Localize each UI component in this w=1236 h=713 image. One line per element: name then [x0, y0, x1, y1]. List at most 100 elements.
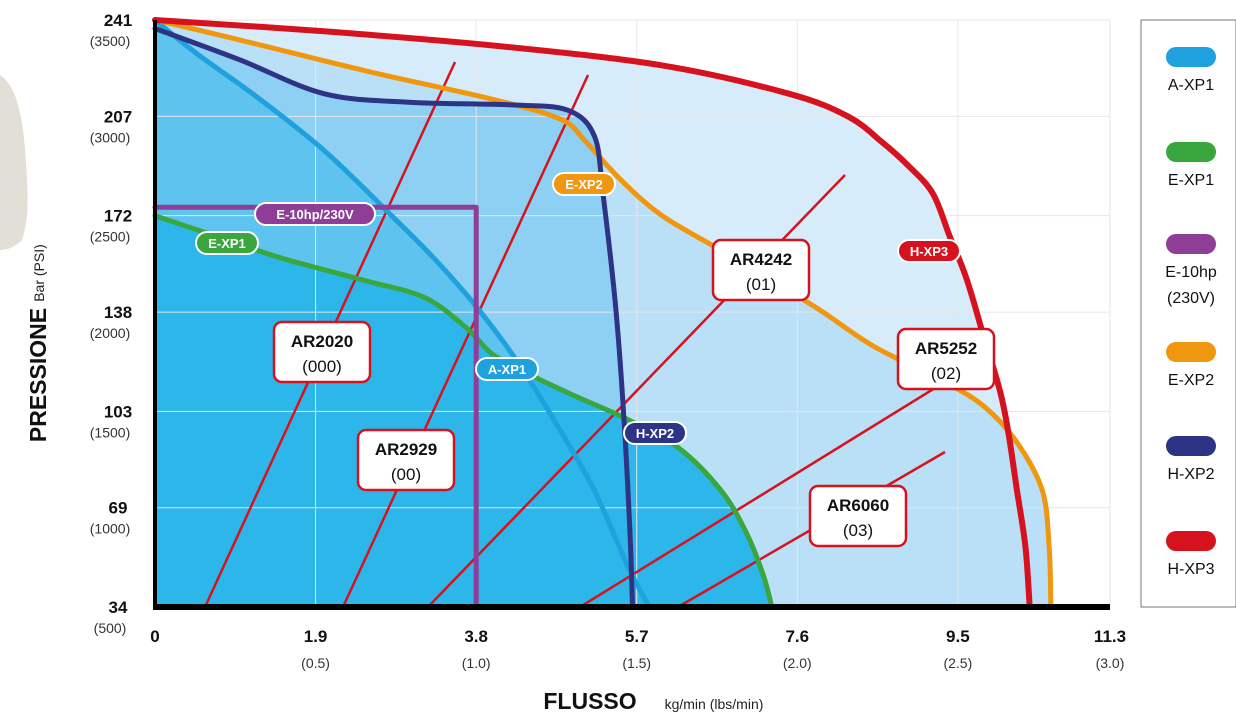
series-badge-bg	[552, 172, 616, 196]
legend-swatch	[1166, 342, 1216, 362]
legend-item-a-xp1: A-XP1	[1166, 47, 1216, 94]
series-line-h-xp3	[152, 17, 1033, 610]
envelope-fills	[155, 20, 1051, 607]
legend-label: H-XP3	[1167, 561, 1214, 578]
y-tick-label: 34	[109, 598, 128, 617]
series-badge-h-xp3: H-XP3	[897, 239, 961, 263]
x-tick-label: 11.3	[1094, 627, 1126, 646]
x-tick-sublabel: (1.5)	[622, 655, 651, 671]
legend-item-h-xp3: H-XP3	[1166, 531, 1216, 578]
series-badge-e-xp1: E-XP1	[195, 231, 259, 255]
nozzle-box-ar2929: AR2929 (00)	[356, 428, 456, 492]
y-tick-sublabel: (1500)	[90, 424, 130, 440]
nozzle-label-boxes: AR2020 (000) AR2929 (00) AR4242 (01) AR5252 (02…	[272, 238, 996, 548]
nozzle-box-frame	[711, 238, 811, 302]
series-badge-bg	[475, 357, 539, 381]
series-badge-label: E-XP1	[208, 236, 246, 251]
legend-items: A-XP1 E-XP1 E-10hp (230V) E-XP2 H-XP2 H-XP3	[1165, 47, 1217, 578]
series-badge-label: E-XP2	[565, 177, 603, 192]
nozzle-box-label: AR2929	[375, 440, 437, 459]
series-badge-bg	[897, 239, 961, 263]
nozzle-box-frame	[272, 320, 372, 384]
nozzle-box-frame	[808, 484, 908, 548]
nozzle-line-ar2929	[341, 74, 590, 608]
legend-label: A-XP1	[1168, 77, 1214, 94]
legend-swatch	[1166, 234, 1216, 254]
x-axis-title: FLUSSO kg/min (lbs/min)	[543, 688, 763, 713]
y-tick-label: 138	[104, 303, 132, 322]
legend-frame	[1140, 19, 1236, 608]
series-badge-a-xp1: A-XP1	[475, 357, 539, 381]
y-tick-sublabel: (500)	[94, 620, 127, 636]
series-badge-bg	[254, 202, 376, 226]
x-axis-title-main: FLUSSO	[543, 688, 636, 713]
nozzle-box-frame	[356, 428, 456, 492]
series-badge-bg	[623, 421, 687, 445]
legend-label: E-XP1	[1168, 172, 1214, 189]
legend-item-e-10hp-230v-: E-10hp (230V)	[1165, 234, 1217, 307]
nozzle-line-ar5252	[579, 378, 949, 609]
series-badge-e-xp2: E-XP2	[552, 172, 616, 196]
legend-label: E-XP2	[1168, 372, 1214, 389]
x-tick-sublabel: (3.0)	[1096, 655, 1125, 671]
x-tick-label: 0	[150, 627, 159, 646]
series-badge-label: H-XP3	[910, 244, 948, 259]
x-tick-label: 9.5	[946, 627, 970, 646]
series-badge-label: H-XP2	[636, 426, 674, 441]
x-tick-sublabel: (0.5)	[301, 655, 330, 671]
legend: A-XP1 E-XP1 E-10hp (230V) E-XP2 H-XP2 H-XP3	[1140, 19, 1236, 608]
nozzle-box-label: AR2020	[291, 332, 353, 351]
nozzle-box-label: AR6060	[827, 496, 889, 515]
legend-item-e-xp1: E-XP1	[1166, 142, 1216, 189]
series-badge-bg	[195, 231, 259, 255]
nozzle-box-ar4242: AR4242 (01)	[711, 238, 811, 302]
y-tick-sublabel: (3000)	[90, 129, 130, 145]
legend-swatch	[1166, 436, 1216, 456]
x-tick-label: 5.7	[625, 627, 649, 646]
nozzle-box-label: AR5252	[915, 339, 977, 358]
nozzle-box-ar6060: AR6060 (03)	[808, 484, 908, 548]
y-tick-sublabel: (2000)	[90, 325, 130, 341]
legend-label: (230V)	[1167, 290, 1215, 307]
legend-label: H-XP2	[1167, 466, 1214, 483]
nozzle-box-code: (000)	[302, 357, 342, 376]
legend-item-e-xp2: E-XP2	[1166, 342, 1216, 389]
x-tick-label: 7.6	[785, 627, 809, 646]
x-tick-label: 1.9	[304, 627, 328, 646]
y-tick-label: 103	[104, 402, 132, 421]
nozzle-box-code: (03)	[843, 521, 873, 540]
y-tick-label: 172	[104, 207, 132, 226]
y-tick-label: 241	[104, 11, 132, 30]
y-tick-label: 69	[109, 499, 128, 518]
x-tick-sublabel: (2.0)	[783, 655, 812, 671]
series-badge-e-10hp-230v-: E-10hp/230V	[254, 202, 376, 226]
x-tick-sublabel: (1.0)	[462, 655, 491, 671]
x-tick-sublabel: (2.5)	[943, 655, 972, 671]
legend-swatch	[1166, 142, 1216, 162]
series-badge-label: E-10hp/230V	[276, 207, 354, 222]
y-tick-label: 207	[104, 107, 132, 126]
legend-label: E-10hp	[1165, 264, 1217, 281]
legend-swatch	[1166, 531, 1216, 551]
nozzle-box-code: (02)	[931, 364, 961, 383]
nozzle-box-frame	[896, 327, 996, 391]
x-axis-title-sub: kg/min (lbs/min)	[665, 696, 764, 712]
y-axis-title-sub: Bar (PSI)	[31, 244, 47, 302]
nozzle-box-code: (00)	[391, 465, 421, 484]
nozzle-box-code: (01)	[746, 275, 776, 294]
series-badges: A-XP1 E-XP1 E-10hp/230V E-XP2 H-XP2 H-XP3	[195, 172, 961, 445]
nozzle-box-ar5252: AR5252 (02)	[896, 327, 996, 391]
decorative-image-fragment	[0, 75, 28, 250]
y-axis-title-main: PRESSIONE	[25, 308, 51, 442]
series-line-e-xp2	[152, 17, 1054, 610]
series-badge-label: A-XP1	[488, 362, 526, 377]
y-tick-labels: 34 (500) 69 (1000) 103 (1500) 138 (2000) 172 (250…	[90, 11, 132, 636]
series-badge-h-xp2: H-XP2	[623, 421, 687, 445]
nozzle-box-ar2020: AR2020 (000)	[272, 320, 372, 384]
series-line-a-xp1	[152, 17, 652, 610]
y-tick-sublabel: (3500)	[90, 33, 130, 49]
nozzle-box-label: AR4242	[730, 250, 792, 269]
x-tick-label: 3.8	[464, 627, 488, 646]
y-tick-sublabel: (1000)	[90, 521, 130, 537]
